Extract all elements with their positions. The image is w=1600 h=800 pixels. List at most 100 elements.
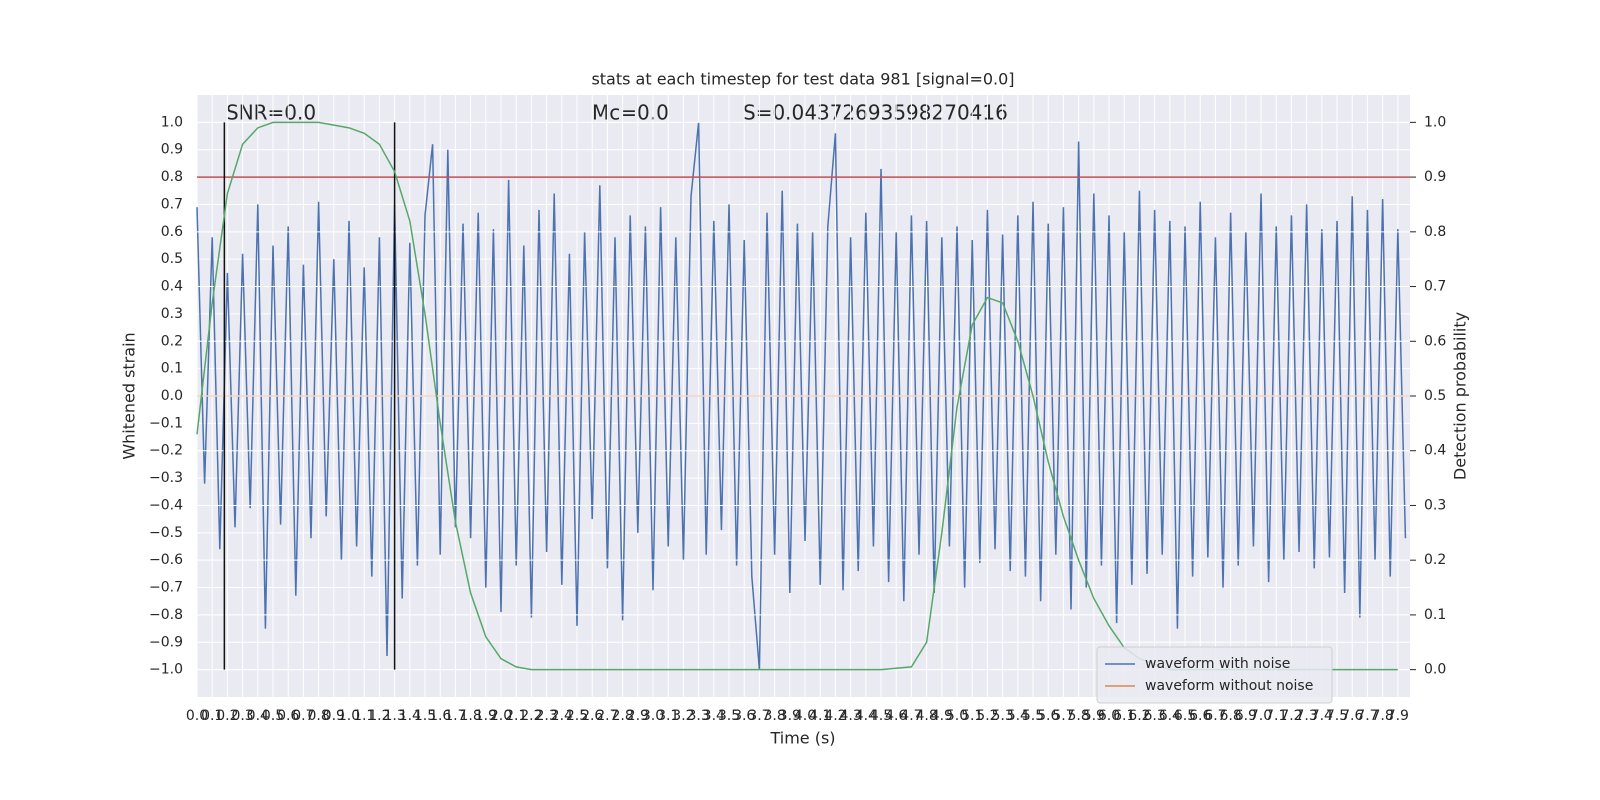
y-tick-label: −0.1 <box>149 415 183 431</box>
x-tick-label: 2.1 <box>505 708 527 724</box>
x-tick-label: 3.5 <box>718 708 740 724</box>
y2-tick-label: 0.6 <box>1424 333 1446 349</box>
x-tick-label: 4.8 <box>915 708 937 724</box>
x-tick-label: 6.2 <box>1128 708 1150 724</box>
y-tick-label: 0.3 <box>161 306 183 322</box>
x-tick-label: 0.5 <box>262 708 284 724</box>
annotation: SNR=0.0 <box>226 101 316 125</box>
y2-tick-label: 0.8 <box>1424 224 1446 240</box>
x-tick-label: 4.7 <box>900 708 922 724</box>
x-tick-label: 1.5 <box>414 708 436 724</box>
x-tick-label: 1.8 <box>459 708 481 724</box>
x-tick-label: 7.5 <box>1326 708 1348 724</box>
x-tick-label: 2.5 <box>566 708 588 724</box>
y-tick-label: 0.7 <box>161 196 183 212</box>
y2-tick-label: 0.1 <box>1424 607 1446 623</box>
y-axis-label: Whitened strain <box>120 332 139 459</box>
annotation: S=0.04372693598270416 <box>743 101 1008 125</box>
legend-label: waveform with noise <box>1145 656 1290 672</box>
y-tick-label: 0.6 <box>161 224 183 240</box>
x-tick-label: 0.9 <box>323 708 345 724</box>
y-tick-label: −0.9 <box>149 634 183 650</box>
x-tick-label: 7.8 <box>1372 708 1394 724</box>
x-tick-label: 2.2 <box>520 708 542 724</box>
x-tick-label: 0.8 <box>307 708 329 724</box>
y2-tick-label: 0.2 <box>1424 552 1446 568</box>
x-tick-label: 4.1 <box>809 708 831 724</box>
y-tick-label: 1.0 <box>161 114 183 130</box>
x-tick-label: 7.3 <box>1296 708 1318 724</box>
x-tick-label: 3.6 <box>733 708 755 724</box>
y2-tick-label: 0.0 <box>1424 662 1446 678</box>
x-tick-label: 1.0 <box>338 708 360 724</box>
x-tick-label: 4.3 <box>839 708 861 724</box>
x-tick-label: 2.8 <box>611 708 633 724</box>
x-tick-label: 1.9 <box>475 708 497 724</box>
y-tick-label: 0.1 <box>161 361 183 377</box>
x-tick-label: 0.7 <box>292 708 314 724</box>
y-tick-label: 0.5 <box>161 251 183 267</box>
y-tick-label: −0.2 <box>149 443 183 459</box>
x-tick-label: 6.8 <box>1220 708 1242 724</box>
x-tick-label: 6.3 <box>1143 708 1165 724</box>
y-tick-label: 0.9 <box>161 142 183 158</box>
x-tick-label: 3.9 <box>779 708 801 724</box>
y-tick-label: −0.6 <box>149 552 183 568</box>
x-tick-label: 5.1 <box>961 708 983 724</box>
y2-axis-label: Detection probability <box>1451 312 1470 480</box>
y-tick-label: −0.4 <box>149 497 183 513</box>
x-tick-label: 1.3 <box>383 708 405 724</box>
x-tick-label: 0.6 <box>277 708 299 724</box>
x-tick-label: 5.6 <box>1037 708 1059 724</box>
x-tick-label: 1.7 <box>444 708 466 724</box>
chart-title: stats at each timestep for test data 981… <box>591 70 1014 89</box>
x-tick-label: 7.6 <box>1341 708 1363 724</box>
x-tick-label: 7.4 <box>1311 708 1333 724</box>
y2-tick-label: 0.9 <box>1424 169 1446 185</box>
x-tick-label: 5.4 <box>1007 708 1029 724</box>
x-tick-label: 0.1 <box>201 708 223 724</box>
line-series <box>196 122 1407 670</box>
x-tick-label: 7.0 <box>1250 708 1272 724</box>
y-tick-label: −0.5 <box>149 525 183 541</box>
x-axis-label: Time (s) <box>769 729 835 748</box>
x-tick-label: 3.2 <box>672 708 694 724</box>
x-tick-label: 2.9 <box>627 708 649 724</box>
x-tick-label: 3.8 <box>763 708 785 724</box>
y-tick-label: −1.0 <box>149 662 183 678</box>
x-tick-label: 0.3 <box>231 708 253 724</box>
x-tick-label: 6.5 <box>1174 708 1196 724</box>
x-tick-label: 1.6 <box>429 708 451 724</box>
annotation: Mc=0.0 <box>592 101 669 125</box>
legend-label: waveform without noise <box>1145 678 1313 694</box>
x-tick-label: 5.0 <box>946 708 968 724</box>
x-tick-label: 4.0 <box>794 708 816 724</box>
x-tick-label: 6.0 <box>1098 708 1120 724</box>
x-tick-label: 7.1 <box>1265 708 1287 724</box>
y2-tick-label: 0.3 <box>1424 497 1446 513</box>
y-tick-label: 0.4 <box>161 279 183 295</box>
x-tick-label: 7.9 <box>1387 708 1409 724</box>
x-tick-label: 2.7 <box>596 708 618 724</box>
x-tick-label: 6.7 <box>1204 708 1226 724</box>
x-tick-label: 5.7 <box>1052 708 1074 724</box>
x-tick-label: 7.2 <box>1280 708 1302 724</box>
x-tick-label: 5.2 <box>976 708 998 724</box>
x-tick-label: 2.3 <box>535 708 557 724</box>
x-tick-label: 4.5 <box>870 708 892 724</box>
y2-tick-label: 1.0 <box>1424 114 1446 130</box>
x-tick-label: 6.1 <box>1113 708 1135 724</box>
line-series <box>196 121 1398 671</box>
x-tick-label: 0.0 <box>186 708 208 724</box>
y-tick-label: 0.8 <box>161 169 183 185</box>
x-tick-label: 6.9 <box>1235 708 1257 724</box>
x-tick-label: 3.1 <box>657 708 679 724</box>
x-tick-label: 1.1 <box>353 708 375 724</box>
x-tick-label: 3.4 <box>703 708 725 724</box>
x-tick-label: 6.6 <box>1189 708 1211 724</box>
y-tick-label: 0.0 <box>161 388 183 404</box>
x-tick-label: 2.4 <box>551 708 573 724</box>
x-tick-label: 5.3 <box>991 708 1013 724</box>
x-tick-label: 4.4 <box>855 708 877 724</box>
